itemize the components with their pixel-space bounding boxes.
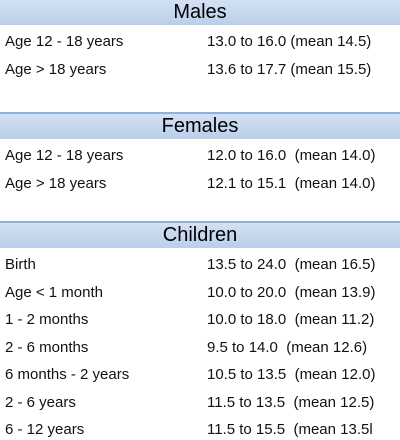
row-label: 1 - 2 months xyxy=(5,311,89,328)
row-label: 2 - 6 months xyxy=(5,338,89,356)
row-label: Age > 18 years xyxy=(5,174,107,192)
row-label: 6 - 12 years xyxy=(5,421,85,438)
row-label: Age 12 - 18 years xyxy=(5,33,124,50)
row-value: 12.1 to 15.1 (mean 14.0) xyxy=(207,174,376,192)
section-header: Children xyxy=(0,221,400,248)
row-value: 9.5 to 14.0 (mean 12.6) xyxy=(207,338,368,356)
row-value: 11.5 to 15.5 (mean 13.5l xyxy=(207,421,373,438)
row-value: 13.0 to 16.0 (mean 14.5) xyxy=(207,33,372,50)
row-value: 11.5 to 13.5 (mean 12.5) xyxy=(207,393,375,411)
row-label: Birth xyxy=(5,256,36,273)
row-label: Age > 18 years xyxy=(5,60,107,78)
row-value: 13.6 to 17.7 (mean 15.5) xyxy=(207,60,372,78)
row-value: 12.0 to 16.0 (mean 14.0) xyxy=(207,147,376,164)
row-value: 13.5 to 24.0 (mean 16.5) xyxy=(207,256,376,273)
section-header: Males xyxy=(0,0,400,25)
row-value: 10.0 to 20.0 (mean 13.9) xyxy=(207,283,376,301)
section-header: Females xyxy=(0,112,400,139)
row-label: 6 months - 2 years xyxy=(5,366,130,383)
row-label: 2 - 6 years xyxy=(5,393,76,411)
row-label: Age < 1 month xyxy=(5,283,103,301)
row-value: 10.0 to 18.0 (mean 11.2) xyxy=(207,311,375,328)
row-value: 10.5 to 13.5 (mean 12.0) xyxy=(207,366,376,383)
row-label: Age 12 - 18 years xyxy=(5,147,124,164)
